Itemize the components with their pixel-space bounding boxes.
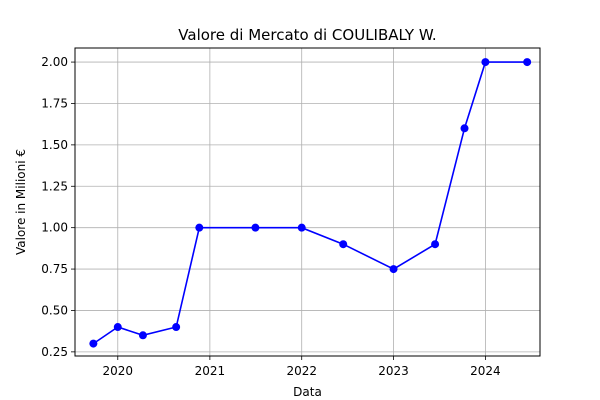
y-tick-label: 1.50: [41, 138, 68, 152]
data-point: [339, 240, 348, 249]
y-tick-label: 0.25: [41, 345, 68, 359]
grid: [75, 48, 540, 356]
y-axis-label: Valore in Milioni €: [14, 149, 28, 255]
x-tick-label: 2024: [470, 364, 501, 378]
y-tick-label: 1.00: [41, 221, 68, 235]
y-tick-label: 2.00: [41, 55, 68, 69]
data-point: [481, 58, 490, 67]
data-point: [389, 265, 398, 274]
data-point: [89, 339, 98, 348]
y-tick-label: 0.75: [41, 262, 68, 276]
x-axis-label: Data: [293, 385, 322, 399]
data-point: [195, 223, 204, 232]
chart-title: Valore di Mercato di COULIBALY W.: [178, 26, 436, 44]
x-axis-ticks: 2020 2021 2022 2023 2024: [103, 356, 501, 378]
y-axis-ticks: 0.25 0.50 0.75 1.00 1.25 1.50 1.75 2.00: [41, 55, 75, 359]
data-point: [113, 323, 122, 332]
y-tick-label: 1.75: [41, 96, 68, 110]
x-tick-label: 2020: [103, 364, 134, 378]
y-tick-label: 0.50: [41, 303, 68, 317]
data-point: [431, 240, 440, 249]
data-point: [460, 124, 469, 133]
plot-frame: [74, 47, 541, 357]
y-tick-label: 1.25: [41, 179, 68, 193]
series-line: [92, 61, 528, 345]
x-tick-label: 2023: [378, 364, 409, 378]
data-point: [523, 58, 532, 67]
x-tick-label: 2022: [286, 364, 317, 378]
data-point: [172, 323, 181, 332]
x-tick-label: 2021: [195, 364, 226, 378]
series-layer: [89, 58, 532, 348]
data-point: [297, 223, 306, 232]
data-point: [251, 223, 260, 232]
data-point: [138, 331, 147, 340]
